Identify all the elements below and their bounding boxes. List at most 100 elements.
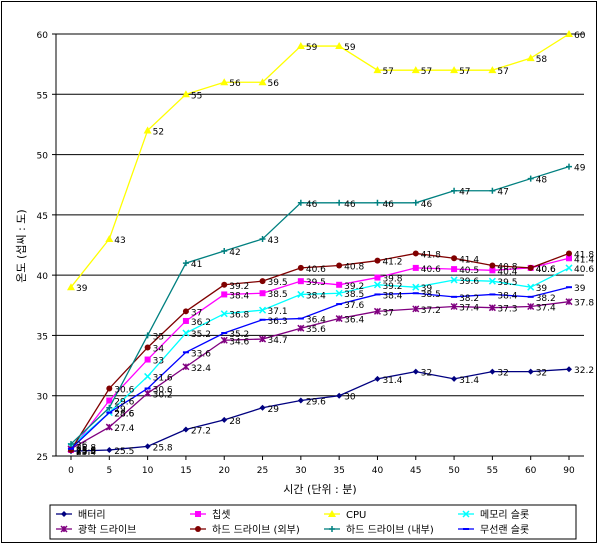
x-tick-label: 0 [68,466,74,476]
data-label: 38.4 [497,291,517,301]
data-label: 52 [153,127,164,137]
point-marker [144,344,151,351]
x-tick-label: 40 [372,466,384,476]
y-tick-label: 45 [37,212,48,222]
point-marker [182,308,189,315]
point-marker [144,372,152,380]
point-marker [329,526,335,532]
data-label: 59 [344,43,356,53]
point-marker [220,310,228,318]
point-marker [195,511,201,517]
point-marker [259,306,267,314]
point-marker [450,302,458,311]
data-label: 36.4 [344,316,364,326]
legend-label: 하드 드라이브 (외부) [212,523,300,536]
data-label: 40.8 [497,262,517,272]
series-lines [67,30,573,455]
data-label: 39.2 [344,282,364,292]
data-label: 26 [76,441,88,451]
series-line [70,257,570,451]
data-label: 25.6 [76,446,96,456]
point-marker [565,264,573,272]
data-label: 37.6 [344,301,364,311]
point-marker [373,307,381,315]
data-label: 48 [536,176,548,186]
point-marker [296,42,305,50]
data-label: 57 [382,67,393,77]
point-marker [297,290,305,298]
point-marker [489,267,496,274]
point-marker [451,266,458,273]
data-label: 38.4 [382,291,402,301]
data-label: 58 [536,55,548,65]
point-marker [297,324,305,332]
point-marker [221,281,228,288]
series-line [70,252,570,451]
data-label: 25.5 [76,447,96,457]
data-label: 38.2 [459,294,479,304]
data-label: 47 [497,188,508,198]
point-marker [60,525,68,533]
data-label: 30.6 [114,385,134,395]
point-marker [328,510,336,517]
data-label: 40.6 [421,265,441,275]
data-label: 37.3 [497,305,517,315]
data-label: 25.8 [76,443,96,453]
data-label: 35.2 [229,330,249,340]
y-tick-label: 35 [37,332,48,342]
data-label: 43 [114,236,125,246]
data-label: 41.4 [459,255,479,265]
point-marker [566,163,572,170]
data-label: 39.5 [268,278,288,288]
point-marker [106,446,113,453]
point-marker [412,250,419,257]
point-marker [144,356,151,363]
series-line [70,301,570,450]
point-marker [566,250,572,257]
data-label: 36.2 [191,318,211,328]
point-marker [462,510,470,518]
data-label: 35.2 [191,330,211,340]
point-marker [451,255,458,262]
data-label: 38.4 [229,291,249,301]
data-label: 31.4 [459,376,479,386]
data-label: 41.8 [574,250,594,260]
point-marker [336,262,343,269]
point-marker [297,264,304,271]
point-marker [335,315,343,323]
data-label: 25.5 [76,447,96,457]
data-label: 35.6 [306,325,326,335]
point-marker [106,397,113,404]
data-label: 40.5 [459,266,479,276]
point-marker [258,78,267,86]
data-label: 34 [153,344,165,354]
point-marker [336,392,343,399]
point-marker [144,443,151,450]
point-marker [488,304,496,312]
data-label: 37.8 [574,299,594,309]
data-label: 43 [268,236,279,246]
point-marker [488,66,497,74]
point-marker [221,416,228,423]
data-label: 40.6 [574,265,594,275]
data-label: 39.5 [306,278,326,288]
point-marker [565,298,573,306]
data-label: 38.5 [421,290,441,300]
legend-label: CPU [346,510,366,521]
point-marker [373,281,381,289]
point-marker [450,66,459,74]
data-label: 40.8 [344,262,364,272]
legend-label: 칩셋 [212,509,230,521]
point-marker [106,385,113,392]
point-marker [297,397,304,404]
legend-label: 하드 드라이브 (내부) [346,523,434,536]
legend-label: 메모리 슬롯 [480,509,529,521]
point-marker [451,375,458,382]
data-label: 34.6 [229,337,249,347]
legend-box [49,504,577,540]
data-label: 39 [421,284,433,294]
data-label: 27.4 [114,424,134,434]
point-marker [61,511,67,517]
